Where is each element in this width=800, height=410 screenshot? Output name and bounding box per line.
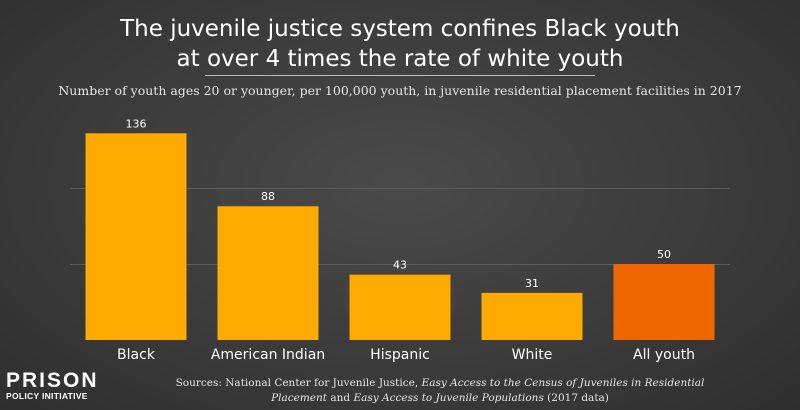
source-suffix: (2017 data) xyxy=(543,392,609,404)
data-label: 43 xyxy=(393,259,407,272)
chart-title: The juvenile justice system confines Bla… xyxy=(0,14,800,74)
bar-all-youth xyxy=(613,264,715,340)
category-label: Black xyxy=(117,347,156,363)
bar-hispanic xyxy=(349,274,451,340)
data-label: 88 xyxy=(261,190,275,203)
chart-title-line-1: The juvenile justice system confines Bla… xyxy=(120,16,680,42)
category-label: White xyxy=(512,347,553,363)
data-label: 50 xyxy=(657,248,671,261)
title-divider xyxy=(205,75,595,76)
source-middle: and xyxy=(327,392,354,404)
source-note: Sources: National Center for Juvenile Ju… xyxy=(150,376,730,406)
source-prefix: Sources: National Center for Juvenile Ju… xyxy=(175,377,422,389)
chart-subtitle: Number of youth ages 20 or younger, per … xyxy=(58,83,742,98)
logo-text-top: PRISON xyxy=(6,369,99,392)
logo-text-bottom: POLICY INITIATIVE xyxy=(6,391,88,401)
bar-white xyxy=(481,292,583,340)
bar-black xyxy=(85,133,187,340)
source-title-2: Easy Access to Juvenile Populations xyxy=(353,392,544,404)
category-label: All youth xyxy=(633,347,695,363)
chart-title-line-2: at over 4 times the rate of white youth xyxy=(176,46,624,72)
category-label: Hispanic xyxy=(370,347,430,363)
prison-policy-initiative-logo: PRISON POLICY INITIATIVE xyxy=(6,369,106,402)
source-title-1: Easy Access to the Census of Juveniles i… xyxy=(271,377,705,404)
bar-american-indian xyxy=(217,206,319,340)
data-label: 136 xyxy=(126,117,147,130)
category-label: American Indian xyxy=(211,347,325,363)
data-label: 31 xyxy=(525,277,539,290)
